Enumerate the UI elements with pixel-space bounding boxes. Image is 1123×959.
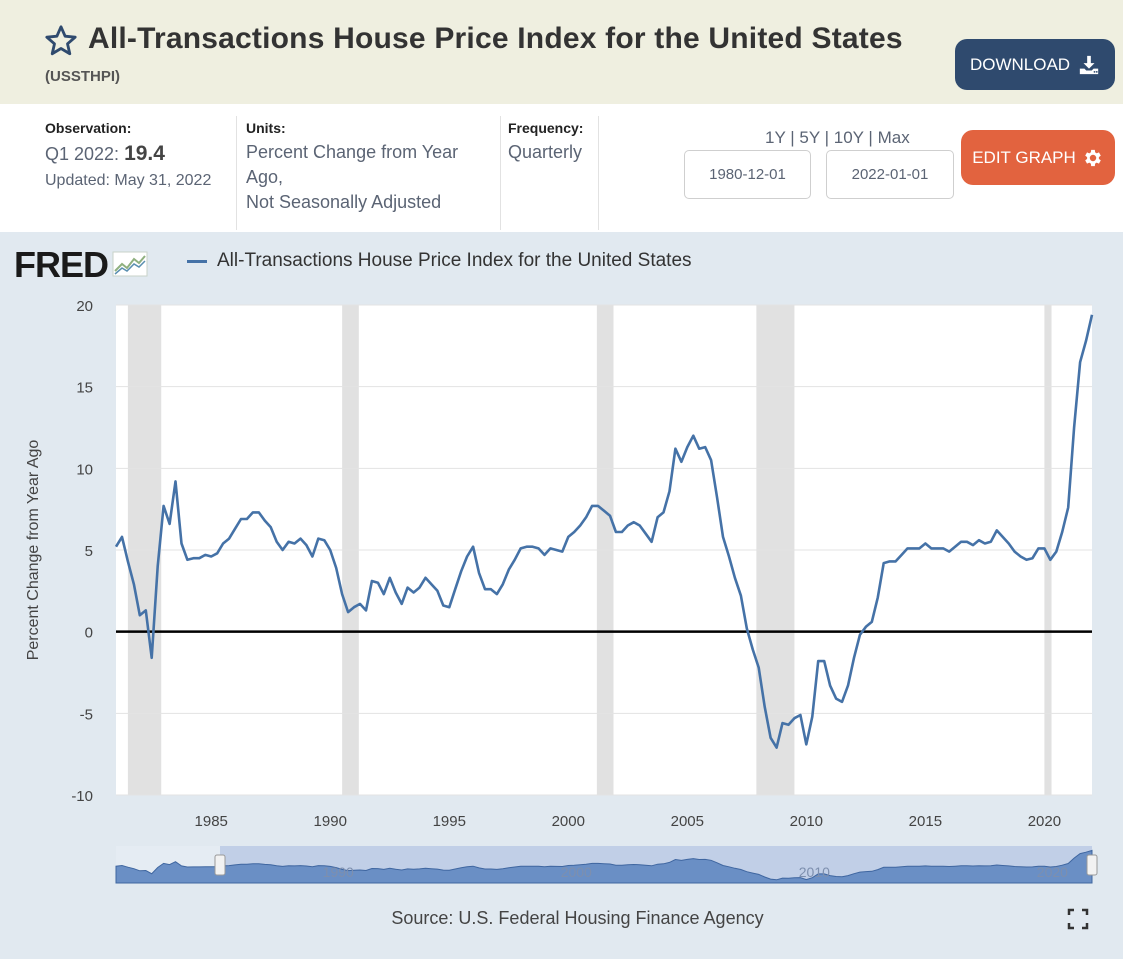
x-tick-label: 2000 — [552, 813, 585, 830]
series-line — [114, 314, 1094, 749]
y-tick-label: 20 — [76, 298, 93, 315]
x-tick-label: 1990 — [314, 813, 347, 830]
fred-logo: FRED — [14, 244, 148, 286]
range-link-1y[interactable]: 1Y — [765, 128, 786, 147]
range-links: 1Y | 5Y | 10Y | Max — [765, 128, 910, 147]
observation-row: Q1 2022: 19.4 — [45, 142, 211, 166]
x-tick-label: 1995 — [433, 813, 466, 830]
navigator-tick-label: 2000 — [561, 864, 592, 880]
range-link-max[interactable]: Max — [877, 128, 910, 147]
y-tick-label: 0 — [85, 625, 93, 642]
y-tick-label: 5 — [85, 543, 93, 560]
divider — [236, 116, 237, 230]
updated-date: Updated: May 31, 2022 — [45, 172, 212, 189]
units-line: Percent Change from Year — [246, 142, 459, 162]
y-tick-label: -5 — [80, 706, 93, 723]
x-tick-label: 2015 — [909, 813, 942, 830]
range-link-5y[interactable]: 5Y — [799, 128, 820, 147]
page-title: All-Transactions House Price Index for t… — [88, 22, 903, 55]
y-tick-label: 10 — [76, 461, 93, 478]
chart-legend: All-Transactions House Price Index for t… — [187, 250, 692, 272]
units-line: Ago, — [246, 167, 284, 187]
download-button[interactable]: DOWNLOAD — [955, 39, 1115, 90]
y-axis-label: Percent Change from Year Ago — [25, 440, 42, 661]
end-date-input[interactable]: 2022-01-01 — [826, 150, 954, 199]
start-date-input[interactable]: 1980-12-01 — [684, 150, 811, 199]
navigator-tick-label: 2010 — [799, 864, 830, 880]
legend-label: All-Transactions House Price Index for t… — [217, 250, 692, 271]
units-line: Not Seasonally Adjusted — [246, 192, 442, 212]
frequency-label: Frequency: — [508, 120, 584, 136]
series-header: All-Transactions House Price Index for t… — [0, 0, 1123, 104]
observation-label: Observation: — [45, 120, 132, 136]
navigator-handle-left[interactable] — [214, 854, 226, 876]
edit-graph-label: EDIT GRAPH — [972, 147, 1076, 167]
navigator-tick-label: 1990 — [323, 864, 354, 880]
observation-period: Q1 2022: — [45, 144, 120, 164]
units-block: Units: Percent Change from Year Ago, Not… — [246, 120, 458, 215]
x-tick-label: 2005 — [671, 813, 704, 830]
y-tick-label: 15 — [76, 380, 93, 397]
divider — [500, 116, 501, 230]
fred-logo-text: FRED — [14, 244, 109, 285]
source-note: Source: U.S. Federal Housing Finance Age… — [391, 908, 764, 928]
download-icon — [1079, 55, 1099, 74]
units-value: Percent Change from Year Ago, Not Season… — [246, 140, 458, 215]
y-tick-label: -10 — [71, 788, 93, 805]
navigator-series — [115, 849, 1093, 884]
units-label: Units: — [246, 120, 286, 136]
frequency-value: Quarterly — [508, 142, 583, 162]
navigator-handle-right[interactable] — [1086, 854, 1098, 876]
range-link-10y[interactable]: 10Y — [833, 128, 864, 147]
navigator-tick-label: 2020 — [1037, 864, 1068, 880]
star-icon[interactable] — [44, 24, 78, 58]
edit-graph-button[interactable]: EDIT GRAPH — [961, 130, 1115, 185]
x-tick-label: 2020 — [1028, 813, 1061, 830]
x-tick-label: 2010 — [790, 813, 823, 830]
observation-block: Observation: Q1 2022: 19.4 Updated: May … — [45, 120, 211, 190]
gear-icon — [1085, 149, 1101, 166]
download-label: DOWNLOAD — [969, 54, 1071, 74]
x-tick-label: 1985 — [195, 813, 228, 830]
frequency-block: Frequency: Quarterly — [508, 120, 583, 165]
divider — [598, 116, 599, 230]
chart-logo-icon — [112, 251, 148, 277]
series-id: (USSTHPI) — [45, 68, 120, 85]
legend-line-swatch — [187, 259, 207, 263]
observation-value: 19.4 — [124, 142, 165, 165]
fullscreen-icon[interactable] — [1067, 908, 1089, 930]
